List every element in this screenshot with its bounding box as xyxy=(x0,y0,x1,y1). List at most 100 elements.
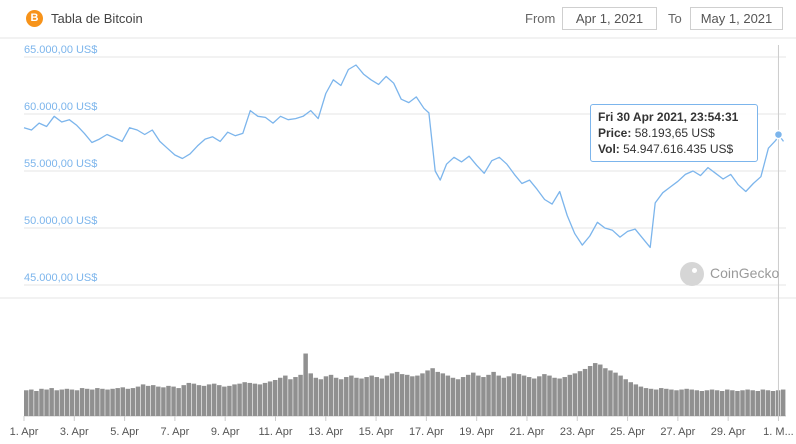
volume-bar xyxy=(151,385,156,416)
volume-bar xyxy=(206,384,212,416)
volume-bar xyxy=(354,377,359,416)
volume-bar xyxy=(95,388,100,416)
volume-bar xyxy=(110,388,115,416)
volume-bar xyxy=(664,388,669,416)
volume-bar xyxy=(537,376,542,416)
volume-bar xyxy=(623,379,628,416)
volume-bar xyxy=(582,368,588,416)
volume-bars xyxy=(24,353,786,416)
volume-bar xyxy=(344,377,349,416)
volume-bar xyxy=(201,385,207,416)
volume-bar xyxy=(135,386,141,416)
volume-bar xyxy=(171,386,176,416)
volume-bar xyxy=(313,377,319,416)
x-tick-label: 15. Apr xyxy=(359,426,394,438)
highlight-point[interactable] xyxy=(773,129,784,140)
volume-bar xyxy=(59,389,65,416)
volume-bar xyxy=(679,389,684,416)
y-tick-label: 55.000,00 US$ xyxy=(24,158,97,170)
volume-bar xyxy=(328,374,334,416)
volume-bar xyxy=(725,389,730,416)
volume-bar xyxy=(323,376,329,416)
volume-bar xyxy=(780,389,786,416)
volume-bar xyxy=(394,371,400,416)
volume-bar xyxy=(288,379,293,416)
volume-bar xyxy=(730,390,735,416)
volume-bar xyxy=(648,388,654,416)
volume-bar xyxy=(247,382,252,416)
x-tick-label: 29. Apr xyxy=(711,426,746,438)
volume-bar xyxy=(69,389,75,416)
volume-bar xyxy=(669,389,674,416)
chart-header: B Tabla de Bitcoin From Apr 1, 2021 To M… xyxy=(0,0,796,38)
volume-bar xyxy=(440,373,446,416)
volume-bar xyxy=(435,371,440,416)
tooltip-volume-label: Vol: xyxy=(598,142,620,156)
volume-bar xyxy=(237,383,242,416)
volume-bar xyxy=(349,375,354,416)
volume-bar xyxy=(491,371,496,416)
y-tick-label: 50.000,00 US$ xyxy=(24,215,97,227)
volume-bar xyxy=(24,390,29,416)
volume-bar xyxy=(567,374,573,416)
from-date-input[interactable]: Apr 1, 2021 xyxy=(562,7,657,30)
volume-bar xyxy=(562,377,567,416)
volume-bar xyxy=(399,374,405,416)
volume-bar xyxy=(471,372,476,416)
volume-bar xyxy=(613,372,618,416)
volume-bar xyxy=(735,391,740,416)
volume-bar xyxy=(267,381,273,416)
volume-bar xyxy=(750,390,755,416)
volume-bar xyxy=(161,387,166,416)
tooltip-date: Fri 30 Apr 2021, 23:54:31 xyxy=(598,110,739,124)
volume-bar xyxy=(740,390,745,416)
volume-bar xyxy=(252,383,258,416)
volume-bar xyxy=(633,384,639,416)
volume-bar xyxy=(120,387,125,416)
tooltip-volume-value: 54.947.616.435 US$ xyxy=(623,142,734,156)
volume-bar xyxy=(389,373,395,416)
hover-marks xyxy=(773,45,784,416)
volume-bar xyxy=(166,385,171,416)
price-line[interactable] xyxy=(23,64,785,249)
to-date-input[interactable]: May 1, 2021 xyxy=(690,7,783,30)
volume-bar xyxy=(338,379,344,416)
volume-bar xyxy=(714,390,720,416)
from-label: From xyxy=(525,11,556,26)
volume-bar xyxy=(598,364,603,416)
volume-bar xyxy=(242,382,247,416)
volume-bar xyxy=(303,353,308,416)
volume-bar xyxy=(694,390,700,416)
volume-bar xyxy=(455,379,461,416)
volume-bar xyxy=(516,374,522,416)
volume-bar xyxy=(552,377,557,416)
volume-bar xyxy=(308,373,313,416)
volume-bar xyxy=(765,390,771,416)
volume-bar xyxy=(547,375,552,416)
volume-bar xyxy=(54,390,59,416)
volume-bar xyxy=(130,388,136,416)
watermark-text: CoinGecko xyxy=(710,265,780,281)
volume-bar xyxy=(100,388,105,416)
x-tick-label: 21. Apr xyxy=(510,426,545,438)
volume-bar xyxy=(450,377,456,416)
volume-bar xyxy=(410,376,415,416)
volume-bar xyxy=(476,375,481,416)
volume-bar xyxy=(659,388,664,416)
volume-bar xyxy=(278,377,283,416)
grid-lines xyxy=(0,37,796,417)
volume-bar xyxy=(526,377,532,416)
volume-bar xyxy=(704,390,710,416)
volume-bar xyxy=(34,391,39,416)
tooltip-price-value: 58.193,65 US$ xyxy=(634,126,715,140)
volume-bar xyxy=(709,389,715,416)
volume-bar xyxy=(79,388,85,416)
volume-bar xyxy=(105,389,110,416)
volume-bar xyxy=(145,385,151,416)
tooltip-price-row: Price: 58.193,65 US$ xyxy=(598,125,750,141)
volume-bar xyxy=(318,379,324,416)
volume-bar xyxy=(587,366,593,416)
volume-bar xyxy=(44,389,49,416)
volume-bar xyxy=(684,388,689,416)
